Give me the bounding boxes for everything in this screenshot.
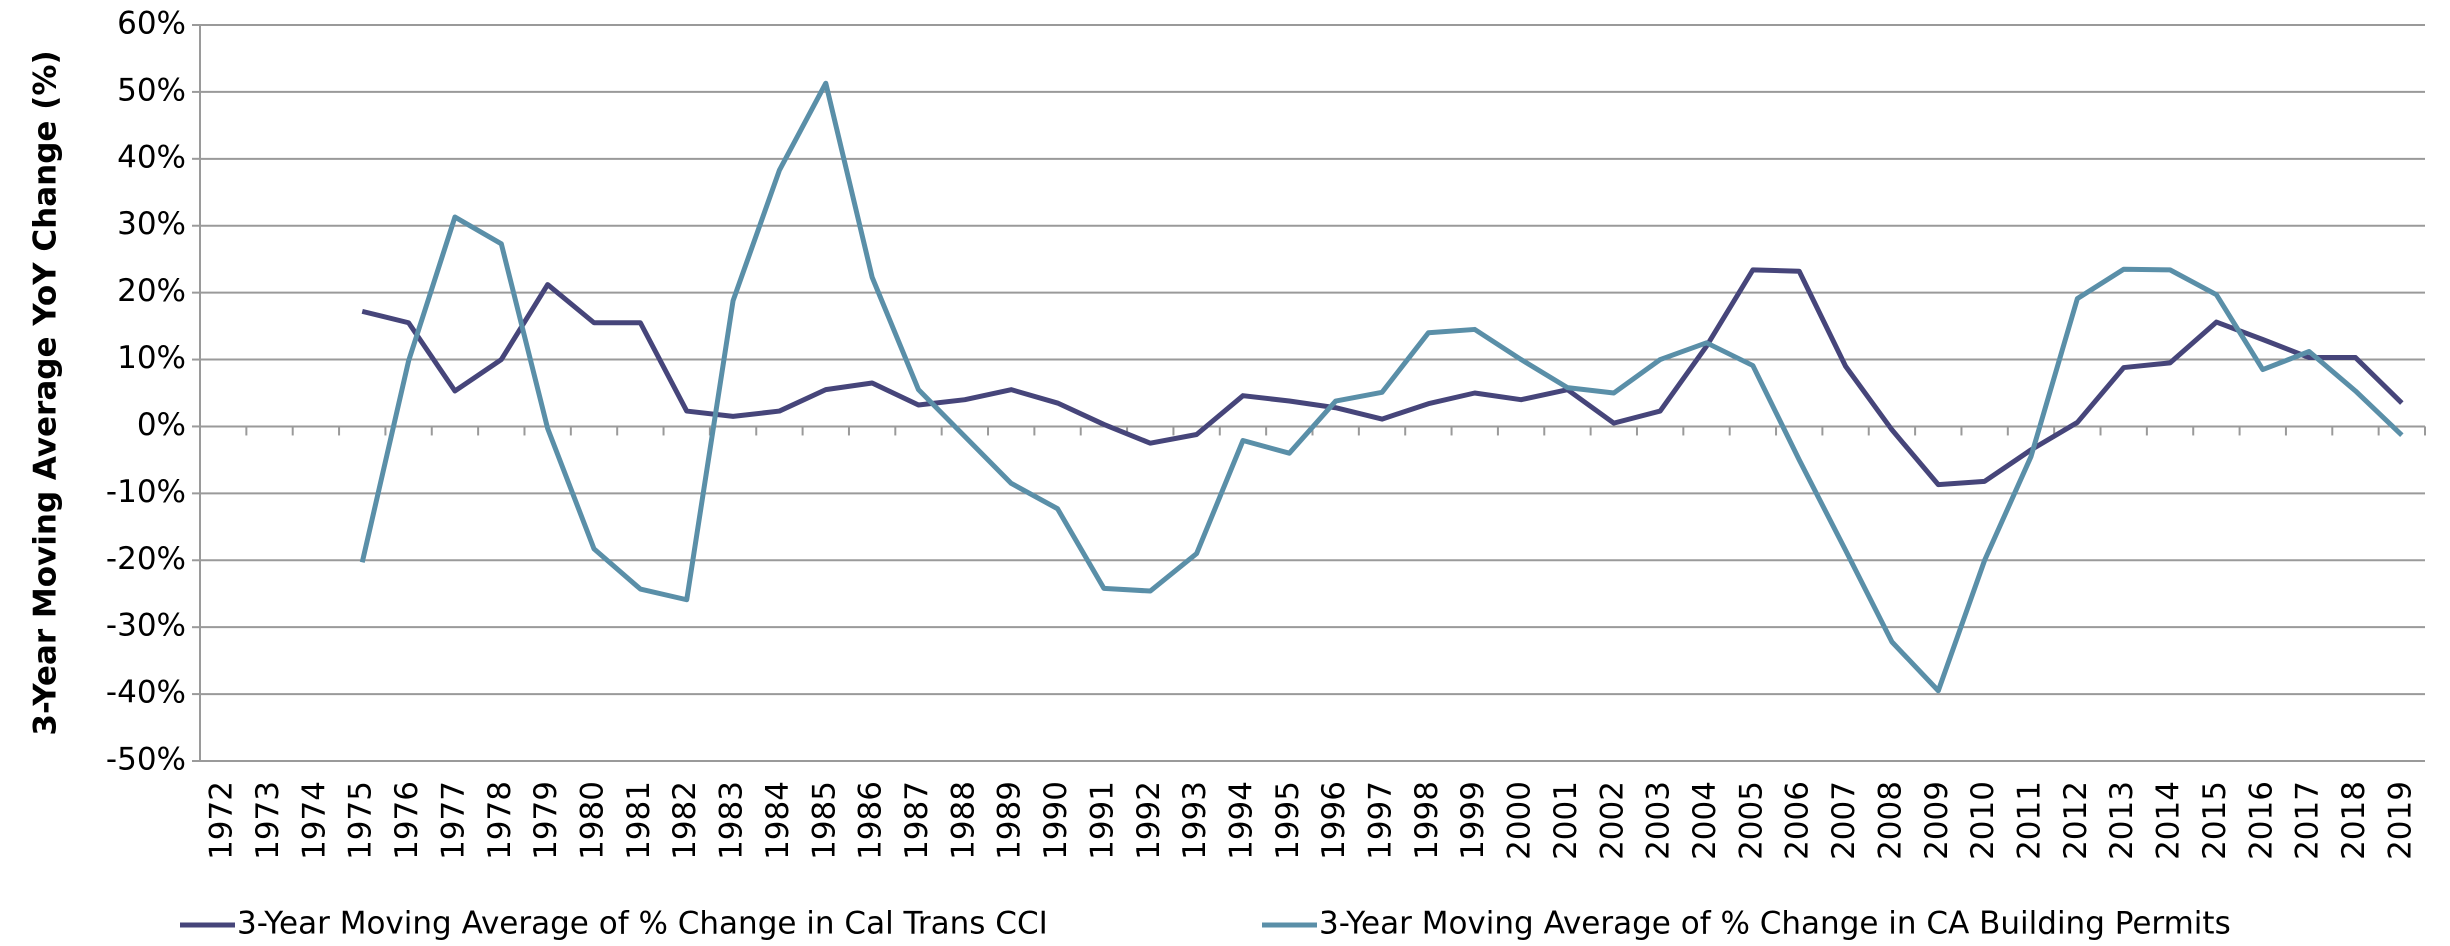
x-tick-label: 2002 bbox=[1594, 781, 1630, 860]
y-tick-label: -40% bbox=[106, 675, 186, 711]
x-tick-label: 2000 bbox=[1502, 781, 1538, 860]
x-tick-label: 1982 bbox=[667, 781, 703, 860]
x-tick-label: 1980 bbox=[575, 781, 611, 860]
x-tick-label: 2001 bbox=[1548, 781, 1584, 860]
x-tick-label: 1983 bbox=[714, 781, 750, 860]
x-tick-label: 2012 bbox=[2058, 781, 2094, 860]
x-tick-label: 2015 bbox=[2197, 781, 2233, 860]
legend-label: 3-Year Moving Average of % Change in Cal… bbox=[237, 906, 1048, 942]
y-tick-label: 60% bbox=[117, 6, 186, 42]
x-tick-label: 1972 bbox=[204, 781, 240, 860]
x-tick-label: 2013 bbox=[2104, 781, 2140, 860]
x-tick-label: 1997 bbox=[1363, 781, 1399, 860]
x-tick-label: 1977 bbox=[435, 781, 471, 860]
y-tick-label: 0% bbox=[137, 407, 186, 443]
y-tick-label: 10% bbox=[117, 340, 186, 376]
y-tick-label: -20% bbox=[106, 541, 186, 577]
x-tick-label: 2011 bbox=[2011, 781, 2047, 860]
x-tick-label: 2008 bbox=[1872, 781, 1908, 860]
y-tick-label: 20% bbox=[117, 273, 186, 309]
x-tick-label: 1973 bbox=[250, 781, 286, 860]
x-tick-label: 1989 bbox=[992, 781, 1028, 860]
x-tick-label: 1994 bbox=[1223, 781, 1259, 860]
y-tick-label: 30% bbox=[117, 206, 186, 242]
x-tick-label: 1998 bbox=[1409, 781, 1445, 860]
series-line bbox=[361, 267, 2404, 488]
x-tick-label: 2003 bbox=[1641, 781, 1677, 860]
x-tick-label: 2010 bbox=[1965, 781, 2001, 860]
x-tick-label: 1992 bbox=[1131, 781, 1167, 860]
x-tick-label: 1976 bbox=[389, 781, 425, 860]
legend-label: 3-Year Moving Average of % Change in CA … bbox=[1319, 906, 2231, 942]
x-tick-label: 2006 bbox=[1780, 781, 1816, 860]
x-tick-label: 1990 bbox=[1038, 781, 1074, 860]
y-tick-label: 50% bbox=[117, 72, 186, 108]
x-tick-label: 1995 bbox=[1270, 781, 1306, 860]
x-tick-label: 1985 bbox=[806, 781, 842, 860]
x-tick-label: 1993 bbox=[1177, 781, 1213, 860]
x-tick-label: 1986 bbox=[853, 781, 889, 860]
y-tick-label: -30% bbox=[106, 608, 186, 644]
x-tick-label: 2007 bbox=[1826, 781, 1862, 860]
x-tick-label: 1987 bbox=[899, 781, 935, 860]
x-tick-label: 1984 bbox=[760, 781, 796, 860]
x-tick-label: 1979 bbox=[528, 781, 564, 860]
x-tick-label: 1999 bbox=[1455, 781, 1491, 860]
x-tick-label: 1996 bbox=[1316, 781, 1352, 860]
x-tick-label: 2005 bbox=[1733, 781, 1769, 860]
x-tick-label: 1988 bbox=[945, 781, 981, 860]
x-tick-label: 2019 bbox=[2382, 781, 2418, 860]
y-axis-title: 3-Year Moving Average YoY Change (%) bbox=[28, 50, 64, 735]
x-tick-label: 1975 bbox=[343, 781, 379, 860]
x-tick-label: 2016 bbox=[2243, 781, 2279, 860]
x-tick-label: 2018 bbox=[2336, 781, 2372, 860]
x-tick-label: 2014 bbox=[2151, 781, 2187, 860]
x-tick-label: 2017 bbox=[2290, 781, 2326, 860]
y-tick-label: -50% bbox=[106, 742, 186, 778]
y-tick-label: 40% bbox=[117, 139, 186, 175]
x-tick-label: 2004 bbox=[1687, 781, 1723, 860]
series-line bbox=[359, 80, 2404, 694]
x-tick-label: 2009 bbox=[1919, 781, 1955, 860]
x-tick-label: 1991 bbox=[1084, 781, 1120, 860]
x-tick-label: 1974 bbox=[296, 781, 332, 860]
x-tick-label: 1981 bbox=[621, 781, 657, 860]
y-tick-label: -10% bbox=[106, 474, 186, 510]
x-tick-label: 1978 bbox=[482, 781, 518, 860]
